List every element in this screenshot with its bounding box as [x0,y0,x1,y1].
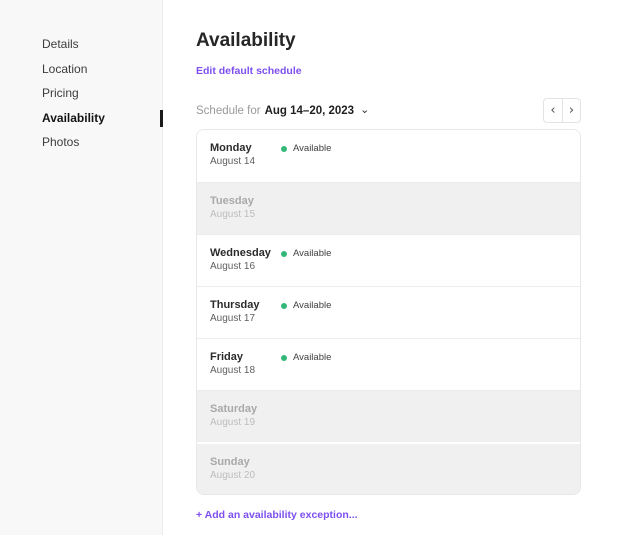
sidebar-item-photos[interactable]: Photos [42,135,80,150]
availability-status-label: Available [293,143,332,154]
availability-status-label: Available [293,248,332,259]
chevron-left-icon: ‹ [550,103,556,118]
active-indicator [160,109,163,127]
sidebar-item-details[interactable]: Details [42,37,79,51]
chevron-down-icon: ⌄ [360,103,370,116]
available-dot-icon [281,302,287,309]
availability-status: Available [281,248,331,259]
date-label: August 17 [210,313,256,324]
availability-status: Available [281,352,331,363]
availability-status: Available [281,143,331,154]
date-label: August 18 [210,365,256,376]
schedule-range-value: Aug 14–20, 2023 [264,104,355,117]
schedule-row-sunday: Sunday August 20 [197,442,580,494]
next-week-button[interactable]: › [562,98,581,123]
prev-week-button[interactable]: ‹ [543,98,562,123]
day-label: Tuesday [210,195,254,207]
availability-status-label: Available [293,352,332,363]
page-title: Availability [196,30,296,51]
availability-status-label: Available [293,300,332,311]
date-label: August 14 [210,156,256,167]
availability-status: Available [281,300,331,311]
date-label: August 16 [210,261,256,272]
chevron-right-icon: › [568,103,575,118]
schedule-row-thursday: Thursday August 17 Available [197,286,580,338]
day-label: Monday [210,142,252,154]
availability-list: Monday August 14 Available Tuesday August 15… [196,129,581,495]
day-label: Wednesday [210,247,271,259]
day-label: Saturday [210,403,258,415]
sidebar-item-pricing[interactable]: Pricing [42,86,79,101]
edit-default-schedule-link[interactable]: Edit default schedule [196,65,302,77]
schedule-row-friday: Friday August 18 Available [197,338,580,390]
available-dot-icon [281,250,287,257]
sidebar: Details Location Pricing Availability Photos [0,0,163,535]
date-label: August 19 [210,417,256,428]
sidebar-item-availability[interactable]: Availability [0,106,163,131]
schedule-row-wednesday: Wednesday August 16 Available [197,234,580,286]
sidebar-nav: Details Location Pricing Availability Photos [0,0,163,155]
day-label: Thursday [210,299,260,311]
schedule-row-tuesday: Tuesday August 15 [197,182,580,234]
schedule-bar: Schedule for Aug 14–20, 2023 ⌄ ‹ › [196,98,581,123]
day-label: Sunday [210,456,250,468]
date-label: August 15 [210,209,256,220]
available-dot-icon [281,145,287,152]
schedule-row-saturday: Saturday August 19 [197,390,580,442]
schedule-row-monday: Monday August 14 Available [197,130,580,182]
add-exception-link[interactable]: + Add an availability exception... [196,509,358,521]
day-label: Friday [210,351,244,363]
week-picker[interactable]: Aug 14–20, 2023 ⌄ [264,103,370,117]
schedule-for-label: Schedule for [196,104,261,117]
main-content: Availability Edit default schedule Sched… [163,0,635,535]
date-label: August 20 [210,470,256,481]
week-pager: ‹ › [543,98,581,123]
sidebar-item-location[interactable]: Location [42,61,88,76]
available-dot-icon [281,354,287,361]
